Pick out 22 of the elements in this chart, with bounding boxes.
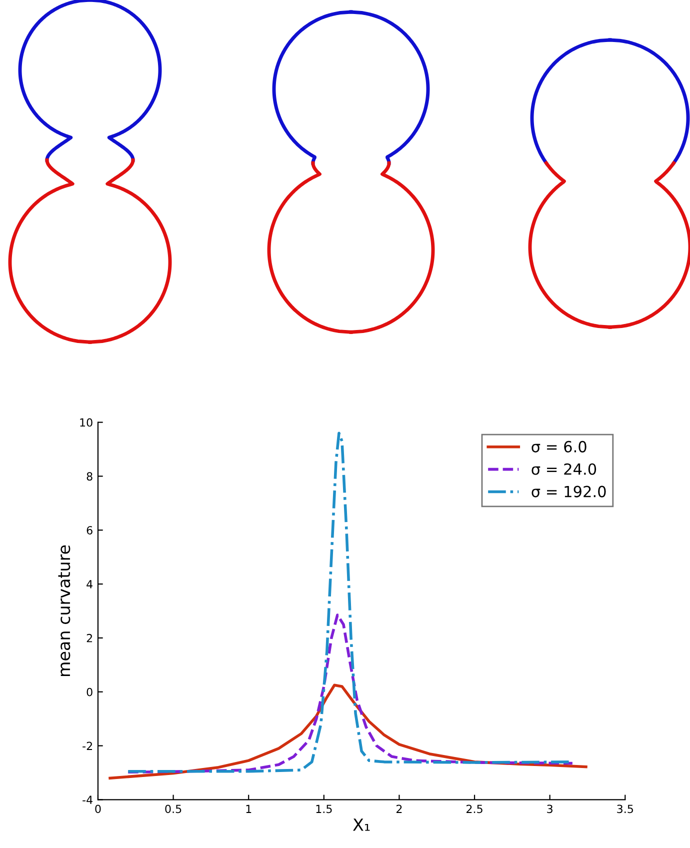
x-tick-label: 2.5 [466, 804, 482, 814]
y-axis-title: mean curvature [58, 545, 70, 676]
x-tick-label: 3.5 [617, 804, 634, 814]
x-tick-label: 1.5 [316, 804, 332, 814]
x-tick-label: 2 [396, 804, 402, 813]
y-tick-label: 2 [86, 634, 92, 642]
y-tick-label: -4 [82, 796, 92, 804]
x-axis-title: X₁ [353, 818, 370, 831]
y-tick-label: 4 [86, 580, 92, 588]
y-tick-label: 8 [86, 472, 92, 481]
legend-label: σ = 192.0 [532, 486, 606, 498]
x-tick-label: 0.5 [165, 804, 182, 814]
x-tick-label: 1 [246, 804, 252, 813]
y-tick-label: -2 [82, 742, 92, 750]
y-tick-label: 10 [80, 418, 92, 427]
legend-label: σ = 6.0 [532, 440, 586, 452]
line-series [126, 614, 574, 774]
legend-label: σ = 24.0 [532, 463, 596, 475]
y-tick-label: 6 [86, 526, 92, 534]
y-tick-label: 0 [86, 688, 92, 696]
x-tick-label: 0 [95, 804, 101, 814]
x-tick-label: 3 [547, 804, 552, 814]
